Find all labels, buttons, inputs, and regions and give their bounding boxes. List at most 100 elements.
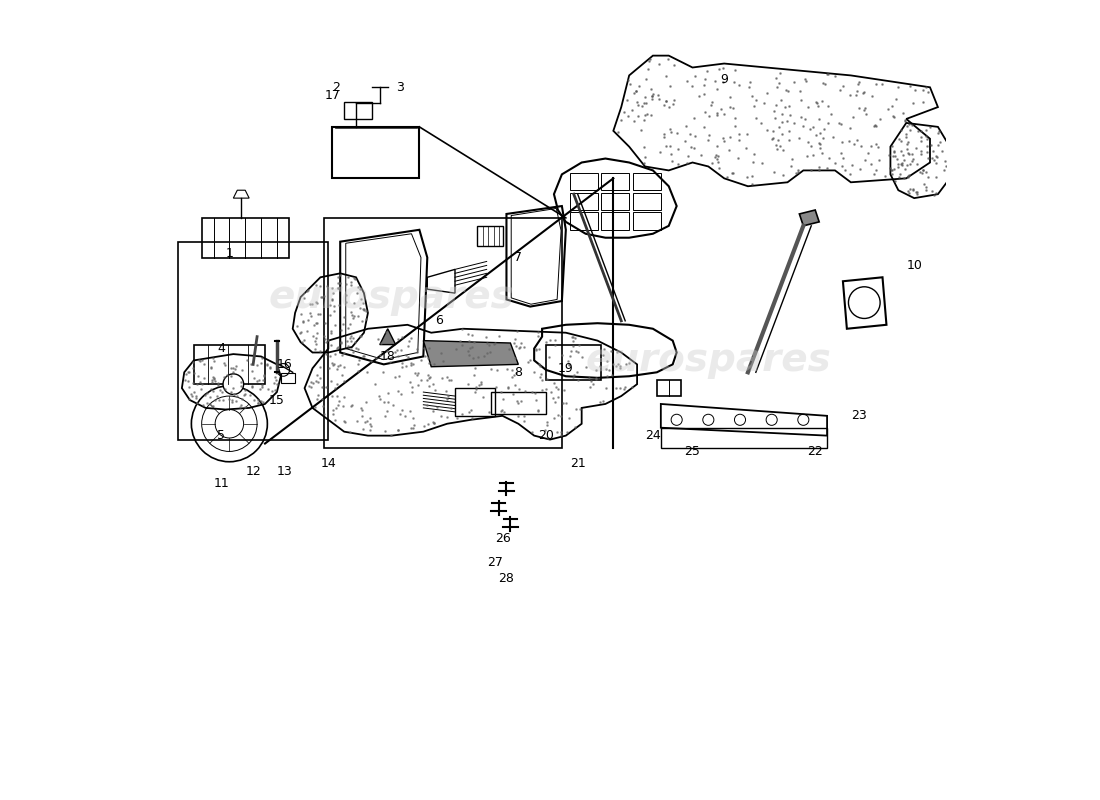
Point bbox=[629, 110, 647, 122]
Point bbox=[747, 94, 764, 106]
Point bbox=[920, 170, 937, 183]
Point bbox=[392, 407, 409, 420]
Point bbox=[867, 120, 884, 133]
Point bbox=[433, 371, 451, 384]
Point bbox=[417, 350, 434, 362]
Point bbox=[893, 157, 911, 170]
Point bbox=[610, 382, 628, 394]
Point bbox=[711, 162, 728, 175]
Point bbox=[529, 330, 547, 342]
Text: 25: 25 bbox=[684, 445, 701, 458]
Point bbox=[308, 327, 326, 340]
Point bbox=[346, 335, 364, 348]
Point bbox=[685, 142, 703, 154]
Point bbox=[210, 394, 228, 406]
Point bbox=[669, 142, 686, 155]
Point bbox=[337, 416, 354, 429]
Point bbox=[913, 135, 931, 148]
Point bbox=[466, 383, 484, 396]
Point bbox=[425, 378, 442, 390]
Point bbox=[544, 392, 562, 405]
Point bbox=[529, 405, 547, 418]
Point bbox=[485, 338, 503, 350]
Bar bbox=[602, 193, 629, 210]
Point bbox=[404, 412, 421, 425]
Point bbox=[835, 80, 852, 93]
Point bbox=[883, 168, 901, 181]
Point bbox=[337, 278, 354, 290]
Point bbox=[180, 381, 198, 394]
Point bbox=[478, 346, 496, 359]
Point bbox=[506, 352, 524, 365]
Point bbox=[463, 328, 481, 341]
Point bbox=[324, 287, 342, 300]
Point bbox=[412, 354, 430, 366]
Point bbox=[621, 78, 639, 90]
Point bbox=[323, 358, 341, 371]
Point bbox=[339, 340, 356, 353]
Point bbox=[196, 371, 213, 384]
Point bbox=[179, 374, 197, 387]
Point bbox=[372, 349, 389, 362]
Point bbox=[884, 150, 902, 162]
Point bbox=[911, 165, 928, 178]
Point bbox=[262, 362, 279, 374]
Point bbox=[656, 130, 673, 143]
Point bbox=[781, 125, 799, 138]
Point bbox=[886, 175, 903, 188]
Point bbox=[204, 374, 221, 386]
Point bbox=[402, 375, 419, 388]
Point bbox=[512, 341, 529, 354]
Point bbox=[638, 107, 656, 120]
Point bbox=[253, 357, 271, 370]
Point bbox=[866, 119, 883, 132]
Point bbox=[916, 166, 934, 178]
Point bbox=[354, 422, 372, 435]
Point bbox=[493, 404, 510, 417]
Point bbox=[188, 397, 206, 410]
Point bbox=[840, 134, 858, 147]
Point bbox=[460, 335, 477, 348]
Point bbox=[812, 127, 829, 140]
Point bbox=[372, 337, 389, 350]
Text: 18: 18 bbox=[379, 350, 396, 363]
Point bbox=[234, 389, 252, 402]
Point bbox=[402, 358, 419, 371]
Point bbox=[901, 158, 918, 170]
Text: 20: 20 bbox=[538, 429, 554, 442]
Point bbox=[833, 160, 850, 173]
Point bbox=[317, 347, 334, 360]
Point bbox=[900, 118, 917, 130]
Point bbox=[650, 58, 668, 70]
Point bbox=[628, 84, 646, 97]
Point bbox=[899, 170, 916, 183]
Point bbox=[254, 395, 272, 408]
Point bbox=[909, 157, 926, 170]
Point bbox=[869, 141, 887, 154]
Point bbox=[461, 342, 478, 354]
Point bbox=[192, 383, 210, 396]
Point bbox=[526, 386, 543, 399]
Point bbox=[448, 412, 465, 425]
Point bbox=[356, 416, 374, 429]
Point bbox=[470, 350, 487, 363]
Point bbox=[921, 121, 938, 134]
Point bbox=[752, 116, 770, 129]
Point bbox=[201, 390, 219, 403]
Point bbox=[607, 382, 625, 394]
Point bbox=[202, 382, 220, 395]
Point bbox=[744, 155, 761, 168]
Point bbox=[301, 306, 319, 319]
Point bbox=[336, 310, 353, 323]
Point bbox=[472, 376, 490, 389]
Text: 11: 11 bbox=[213, 477, 229, 490]
Point bbox=[509, 410, 527, 422]
Point bbox=[498, 362, 516, 375]
Point bbox=[322, 374, 340, 387]
Point bbox=[552, 428, 570, 441]
Point bbox=[663, 154, 681, 167]
Point bbox=[584, 377, 602, 390]
Point bbox=[216, 371, 233, 384]
Point bbox=[333, 369, 351, 382]
Text: 6: 6 bbox=[436, 314, 443, 327]
